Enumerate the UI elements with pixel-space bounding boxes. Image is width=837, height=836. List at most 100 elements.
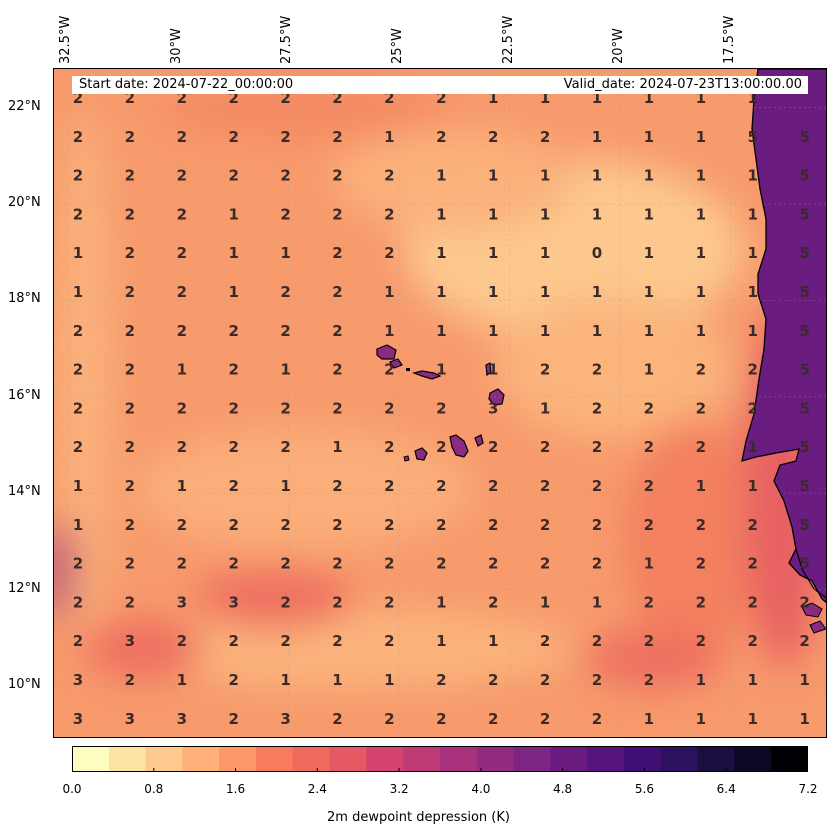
- colorbar-tick-label: 3.2: [389, 782, 409, 796]
- grid-value-label: 3: [125, 632, 135, 650]
- colorbar-swatch: [624, 746, 662, 772]
- grid-value-label: 2: [644, 477, 654, 495]
- grid-value-label: 2: [228, 477, 238, 495]
- grid-value-label: 2: [73, 89, 83, 107]
- grid-value-label: 2: [488, 477, 498, 495]
- colorbar-swatch: [366, 746, 404, 772]
- grid-value-label: 2: [436, 89, 446, 107]
- grid-value-label: 1: [177, 671, 187, 689]
- grid-value-label: 2: [332, 593, 342, 611]
- grid-value-label: 2: [125, 205, 135, 223]
- grid-value-label: 1: [592, 167, 602, 185]
- grid-value-label: 2: [280, 322, 290, 340]
- grid-value-label: 2: [228, 632, 238, 650]
- colorbar-tick-label: 4.8: [553, 782, 573, 796]
- grid-value-label: 2: [332, 244, 342, 262]
- grid-value-label: 2: [747, 555, 757, 573]
- grid-value-label: 2: [228, 516, 238, 534]
- grid-value-label: 2: [592, 361, 602, 379]
- grid-value-label: 2: [488, 593, 498, 611]
- grid-value-label: 1: [280, 244, 290, 262]
- grid-value-label: 2: [540, 555, 550, 573]
- grid-value-label: 2: [644, 399, 654, 417]
- grid-value-label: 2: [332, 283, 342, 301]
- grid-value-label: 1: [644, 710, 654, 728]
- latitude-label: 10°N: [8, 676, 41, 692]
- grid-value-label: 3: [280, 710, 290, 728]
- grid-value-label: 2: [540, 710, 550, 728]
- grid-value-label: 1: [799, 710, 809, 728]
- grid-value-label: 1: [73, 283, 83, 301]
- grid-value-label: 2: [280, 555, 290, 573]
- grid-value-label: 2: [384, 710, 394, 728]
- grid-value-label: 1: [436, 244, 446, 262]
- grid-value-label: 1: [436, 361, 446, 379]
- grid-value-label: 1: [644, 361, 654, 379]
- grid-value-label: 5: [799, 283, 809, 301]
- colorbar-border: [72, 746, 808, 772]
- grid-value-label: 2: [436, 516, 446, 534]
- grid-value-label: 2: [177, 516, 187, 534]
- island-bijagos: [801, 602, 823, 618]
- grid-value-label: 1: [747, 671, 757, 689]
- grid-value-label: 2: [644, 516, 654, 534]
- island-maio: [474, 434, 484, 447]
- grid-value-label: 1: [696, 167, 706, 185]
- grid-value-label: 2: [280, 438, 290, 456]
- grid-value-label: 5: [799, 477, 809, 495]
- grid-value-label: 5: [799, 361, 809, 379]
- grid-value-label: 5: [799, 128, 809, 146]
- grid-value-label: 2: [125, 399, 135, 417]
- latitude-label: 14°N: [8, 484, 41, 500]
- grid-value-label: 1: [436, 167, 446, 185]
- grid-value-label: 2: [332, 555, 342, 573]
- grid-value-label: 2: [488, 438, 498, 456]
- island-fogo: [414, 447, 428, 461]
- grid-value-label: 2: [332, 710, 342, 728]
- grid-value-label: 1: [540, 322, 550, 340]
- grid-value-label: 2: [280, 128, 290, 146]
- grid-value-label: 2: [125, 555, 135, 573]
- colorbar-swatch: [734, 746, 772, 772]
- grid-value-label: 2: [228, 128, 238, 146]
- dewpoint-field-shading: [54, 79, 824, 689]
- grid-value-label: 2: [540, 632, 550, 650]
- grid-value-label: 1: [644, 244, 654, 262]
- grid-value-label: 1: [747, 167, 757, 185]
- grid-value-label: 1: [644, 555, 654, 573]
- grid-value-label: 2: [747, 632, 757, 650]
- value-labels: 2 2 2 2 2 2 2 2 1 1 1 1 1 1 2 2 2 2 2 2 1 2 2 2 1 1 1 5 5 2 2 2 2 2 2 2 1 1 1 1…: [73, 89, 810, 728]
- grid-value-label: 2: [73, 128, 83, 146]
- colorbar-swatch: [513, 746, 551, 772]
- grid-value-label: 2: [696, 632, 706, 650]
- grid-value-label: 2: [644, 593, 654, 611]
- colorbar-tick-label: 5.6: [634, 782, 654, 796]
- grid-value-label: 2: [280, 283, 290, 301]
- grid-value-label: 2: [73, 438, 83, 456]
- grid-value-label: 2: [384, 89, 394, 107]
- latitude-label: 20°N: [8, 194, 41, 210]
- colorbar-swatch: [72, 746, 110, 772]
- grid-value-label: 2: [177, 205, 187, 223]
- map-canvas: 2 2 2 2 2 2 2 2 1 1 1 1 1 1 2 2 2 2 2 2 1 2 2 2 1 1 1 5 5 2 2 2 2 2 2 2 1 1 1 1…: [54, 69, 826, 737]
- grid-value-label: 2: [332, 477, 342, 495]
- longitude-label: 22.5°W: [500, 15, 516, 64]
- grid-value-label: 2: [384, 361, 394, 379]
- grid-value-label: 1: [592, 283, 602, 301]
- colorbar-swatch: [256, 746, 294, 772]
- grid-value-label: 2: [177, 89, 187, 107]
- colorbar-tick-label: 7.2: [798, 782, 818, 796]
- grid-value-label: 2: [332, 167, 342, 185]
- grid-value-label: 1: [696, 244, 706, 262]
- grid-value-label: 2: [280, 399, 290, 417]
- grid-value-label: 2: [73, 167, 83, 185]
- grid-value-label: 3: [177, 593, 187, 611]
- longitude-label: 27.5°W: [279, 15, 295, 64]
- grid-value-label: 1: [488, 205, 498, 223]
- grid-value-label: 2: [384, 205, 394, 223]
- grid-value-label: 3: [177, 710, 187, 728]
- grid-value-label: 1: [747, 477, 757, 495]
- africa-landmass: [741, 69, 826, 604]
- island-boa-vista: [488, 388, 505, 406]
- grid-value-label: 5: [799, 322, 809, 340]
